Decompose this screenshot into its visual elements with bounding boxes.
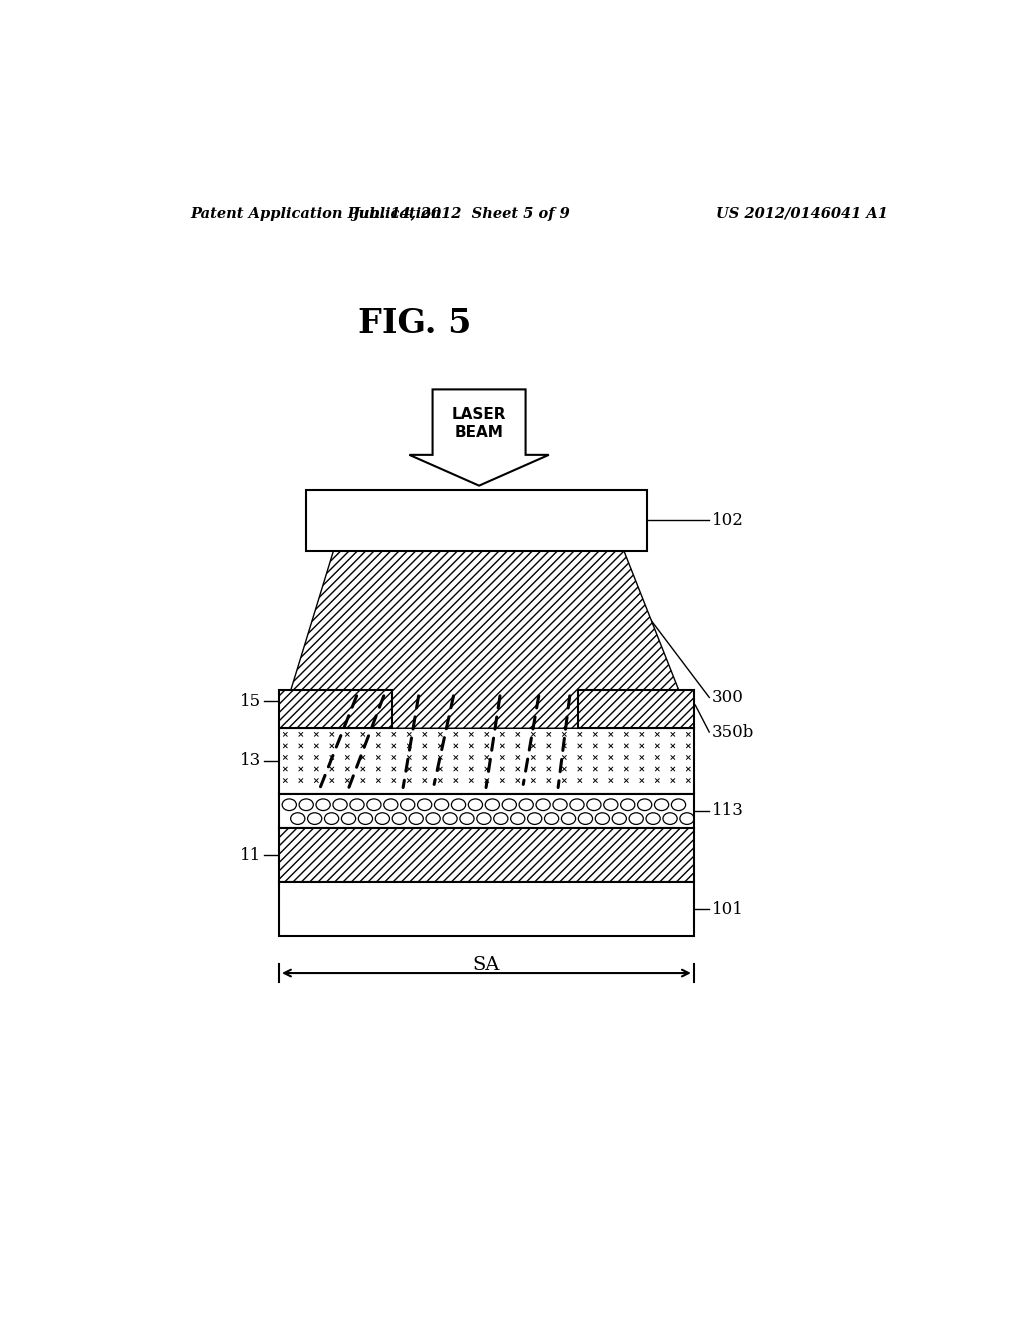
- Text: 15: 15: [241, 693, 261, 710]
- Bar: [280, 829, 693, 882]
- Bar: [280, 689, 391, 729]
- Text: 102: 102: [712, 512, 743, 529]
- Text: Jun. 14, 2012  Sheet 5 of 9: Jun. 14, 2012 Sheet 5 of 9: [352, 207, 570, 220]
- Text: 300: 300: [712, 689, 743, 706]
- Bar: [280, 882, 693, 936]
- Text: 101: 101: [712, 900, 743, 917]
- Bar: [280, 793, 693, 829]
- Text: LASER
BEAM: LASER BEAM: [452, 408, 506, 440]
- Polygon shape: [410, 389, 549, 486]
- Text: 13: 13: [240, 752, 261, 770]
- Text: SA: SA: [473, 957, 500, 974]
- Bar: [280, 729, 693, 793]
- Text: FIG. 5: FIG. 5: [358, 308, 471, 341]
- Text: 350b: 350b: [712, 723, 754, 741]
- Text: US 2012/0146041 A1: US 2012/0146041 A1: [717, 207, 888, 220]
- Text: Patent Application Publication: Patent Application Publication: [190, 207, 441, 220]
- Bar: [306, 490, 647, 552]
- Bar: [578, 689, 693, 729]
- Text: 11: 11: [240, 846, 261, 863]
- Polygon shape: [280, 552, 693, 729]
- Text: 113: 113: [712, 803, 743, 820]
